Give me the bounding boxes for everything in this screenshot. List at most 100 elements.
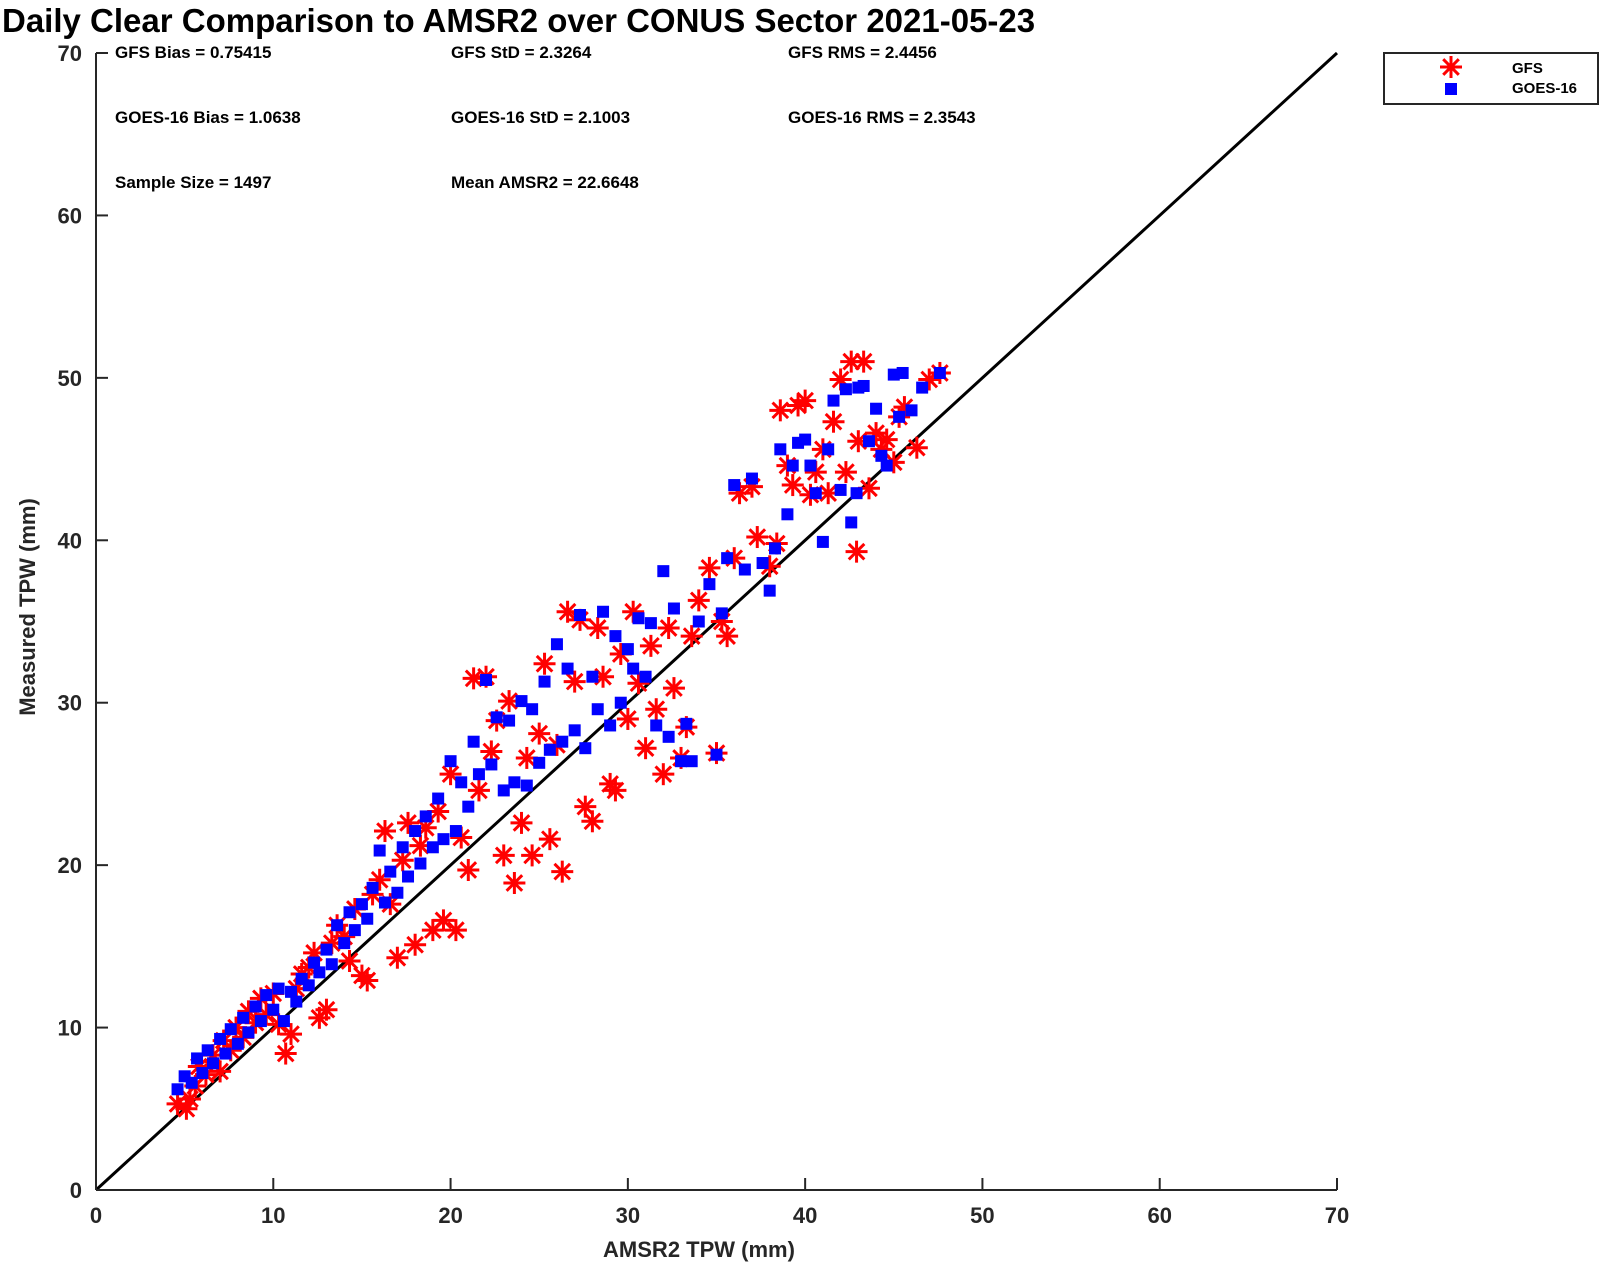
goes16-point [597, 605, 610, 618]
gfs-point [528, 722, 551, 745]
gfs-point [492, 844, 515, 867]
goes16-point [769, 542, 782, 555]
x-tick-label: 10 [261, 1203, 285, 1228]
goes16-point [419, 810, 432, 823]
y-tick-label: 70 [58, 41, 82, 66]
goes16-point [745, 472, 758, 485]
gfs-point [373, 820, 396, 843]
goes16-point [662, 730, 675, 743]
goes16-point [308, 956, 321, 969]
y-axis-label: Measured TPW (mm) [15, 498, 40, 716]
goes16-point [325, 958, 338, 971]
gfs-point [794, 389, 817, 412]
goes16-point [249, 1000, 262, 1013]
goes16-point [384, 865, 397, 878]
goes16-point [242, 1026, 255, 1039]
y-tick-label: 20 [58, 853, 82, 878]
goes16-point [366, 881, 379, 894]
stat-annotation: GFS Bias = 0.75415 [115, 43, 271, 62]
gfs-point [556, 600, 579, 623]
goes16-point [816, 535, 829, 548]
gfs-point [386, 946, 409, 969]
goes16-point [432, 792, 445, 805]
goes16-point [396, 841, 409, 854]
goes16-point [675, 755, 688, 768]
axis-ticks: 0 10 20 30 40 50 60 70 0 10 20 30 40 50 60 70 [58, 41, 1350, 1228]
x-tick-label: 0 [90, 1203, 102, 1228]
goes16-point [786, 459, 799, 472]
gfs-point [521, 844, 544, 867]
goes16-point [857, 379, 870, 392]
goes16-point [573, 609, 586, 622]
goes16-point [839, 383, 852, 396]
goes16-point [320, 943, 333, 956]
legend: GFS GOES-16 [1383, 52, 1599, 105]
gfs-point [905, 436, 928, 459]
goes16-point [391, 886, 404, 899]
goes16-point [467, 735, 480, 748]
gfs-point [680, 625, 703, 648]
gfs-point [662, 677, 685, 700]
goes16-point [231, 1037, 244, 1050]
goes16-point [721, 552, 734, 565]
goes16-point [520, 779, 533, 792]
gfs-point [875, 428, 898, 451]
goes16-point [497, 784, 510, 797]
gfs-point [533, 652, 556, 675]
goes16-point [508, 776, 521, 789]
x-tick-label: 50 [970, 1203, 994, 1228]
goes16-point [201, 1044, 214, 1057]
goes16-point [302, 979, 315, 992]
goes16-point [809, 487, 822, 500]
goes16-point [827, 394, 840, 407]
gfs-point [687, 589, 710, 612]
stats-annotations: GFS Bias = 0.75415 GFS StD = 2.3264 GFS RM… [115, 43, 976, 192]
goes16-point [185, 1076, 198, 1089]
gfs-point [769, 399, 792, 422]
goes16-point [703, 578, 716, 591]
gfs-point [563, 670, 586, 693]
gfs-point [586, 616, 609, 639]
goes16-point [586, 670, 599, 683]
gfs-point [315, 998, 338, 1021]
gfs-point [634, 737, 657, 760]
goes16-point [774, 443, 787, 456]
goes16-point [834, 483, 847, 496]
goes16-point [355, 898, 368, 911]
goes16-point [285, 985, 298, 998]
goes16-point [196, 1067, 209, 1080]
y-tick-label: 50 [58, 366, 82, 391]
goes16-point [728, 479, 741, 492]
goes16-point [331, 919, 344, 932]
goes16-point [526, 703, 539, 716]
goes16-point [272, 982, 285, 995]
goes16-point [361, 912, 374, 925]
goes16-point [604, 719, 617, 732]
goes16-point [667, 602, 680, 615]
stat-annotation: GFS StD = 2.3264 [451, 43, 592, 62]
goes16-point [402, 870, 415, 883]
gfs-point [404, 933, 427, 956]
legend-gfs-label: GFS [1512, 60, 1543, 77]
goes16-point [543, 743, 556, 756]
goes16-point [533, 756, 546, 769]
gfs-point [616, 707, 639, 730]
gfs-point [581, 810, 604, 833]
goes16-point [444, 755, 457, 768]
gfs-point [845, 540, 868, 563]
gfs-point [698, 556, 721, 579]
goes16-point [277, 1015, 290, 1028]
goes16-point [621, 643, 634, 656]
goes16-point [799, 433, 812, 446]
goes16-point [896, 366, 909, 379]
goes16-point [905, 404, 918, 417]
gfs-point [444, 919, 467, 942]
goes16-point [685, 755, 698, 768]
x-tick-label: 70 [1325, 1203, 1349, 1228]
gfs-point [716, 625, 739, 648]
goes16-point [455, 776, 468, 789]
gfs-point [510, 811, 533, 834]
goes16-point [568, 724, 581, 737]
legend-gfs-marker [1440, 56, 1462, 78]
